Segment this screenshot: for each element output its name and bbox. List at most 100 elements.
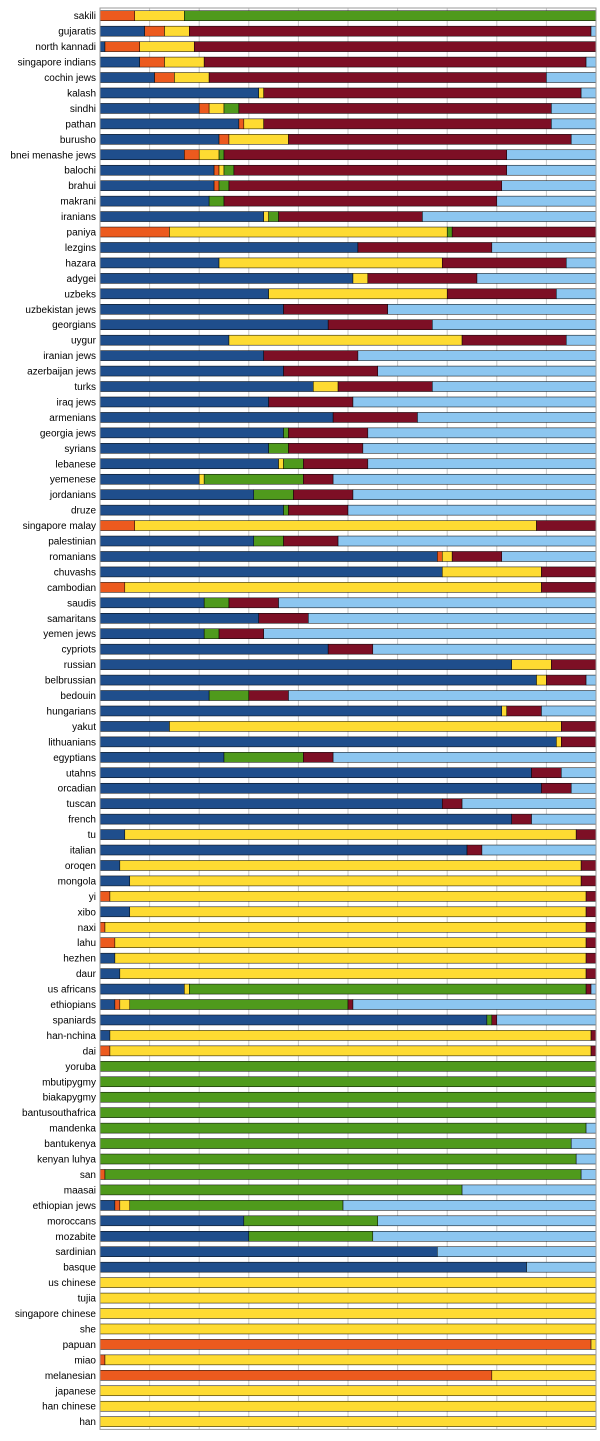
row-label: cambodian	[47, 583, 96, 594]
row-label: sindhi	[70, 104, 96, 115]
row-label: balochi	[64, 166, 96, 177]
bar-segment-c1-dark-blue	[99, 906, 131, 918]
row-label: uygur	[71, 336, 97, 347]
bar-segment-c3-yellow	[124, 582, 542, 593]
bar-segment-c1-dark-blue	[99, 381, 314, 392]
row-label: saudis	[67, 598, 96, 609]
row-label: armenians	[49, 413, 96, 424]
row-label: naxi	[78, 923, 96, 934]
row-label: yemenese	[50, 475, 97, 486]
bar-segment-c3-yellow	[174, 72, 210, 83]
row-label: paniya	[67, 228, 97, 239]
bar-segment-c5-dark-red	[441, 798, 463, 809]
bar-segment-c3-yellow	[114, 952, 587, 964]
bar-segment-c4-green	[208, 690, 250, 701]
row-label: french	[68, 815, 96, 826]
row-label: hazara	[65, 258, 96, 269]
bar-segment-c1-dark-blue	[99, 628, 205, 639]
bar-segment-c1-dark-blue	[99, 334, 230, 346]
bar-segment-c1-dark-blue	[99, 597, 205, 609]
bar-segment-c4-green	[203, 628, 220, 639]
row-label: uzbekistan jews	[25, 305, 96, 316]
row-label: cochin jews	[44, 73, 96, 84]
bar-segment-c1-dark-blue	[99, 690, 210, 701]
bar-segment-c5-dark-red	[303, 473, 334, 485]
bar-segment-c3-yellow	[114, 937, 587, 948]
bar-segment-c1-dark-blue	[99, 365, 284, 377]
bar-segment-c2-orange	[139, 56, 165, 68]
row-label: kalash	[67, 88, 96, 99]
bar-segment-c1-dark-blue	[99, 860, 121, 871]
bar-segment-c3-yellow	[590, 1339, 597, 1350]
bar-segment-c5-dark-red	[263, 118, 552, 130]
bar-segment-c3-yellow	[228, 334, 463, 346]
row-label: north kannadi	[35, 42, 96, 53]
bar-segment-c5-dark-red	[193, 41, 597, 52]
bar-segment-c2-orange	[99, 891, 111, 902]
bar-segment-c6-light-blue	[387, 304, 597, 315]
bar-segment-c5-dark-red	[561, 736, 597, 748]
bar-segment-c4-green	[189, 983, 587, 995]
bar-segment-c5-dark-red	[531, 767, 562, 779]
bar-segment-c2-orange	[213, 180, 220, 191]
bar-segment-c5-dark-red	[233, 164, 507, 176]
bar-segment-c1-dark-blue	[99, 798, 443, 809]
bar-segment-c3-yellow	[218, 257, 443, 269]
bar-segment-c6-light-blue	[432, 381, 597, 392]
row-label: pathan	[65, 119, 96, 130]
row-label: hezhen	[63, 954, 96, 965]
row-label: russian	[64, 660, 96, 671]
bar-segment-c1-dark-blue	[99, 87, 259, 99]
bar-segment-c1-dark-blue	[99, 72, 155, 83]
row-label: utahns	[66, 768, 96, 779]
bar-segment-c2-orange	[238, 118, 245, 130]
bar-segment-c6-light-blue	[491, 242, 597, 253]
row-label: han-nchina	[47, 1031, 97, 1042]
bar-segment-c6-light-blue	[352, 396, 597, 408]
bar-segment-c1-dark-blue	[99, 504, 284, 516]
bar-segment-c4-green	[243, 1215, 379, 1227]
row-label: romanians	[49, 552, 96, 563]
bar-segment-c6-light-blue	[561, 767, 597, 779]
bar-segment-c1-dark-blue	[99, 1231, 250, 1242]
bar-segment-c6-light-blue	[570, 1138, 597, 1149]
bar-segment-c2-orange	[99, 520, 135, 531]
row-label: lebanese	[55, 459, 96, 470]
row-label: mbutipygmy	[42, 1077, 96, 1088]
bar-segment-c5-dark-red	[580, 875, 597, 887]
bar-segment-c5-dark-red	[248, 690, 289, 701]
bar-segment-c4-green	[283, 458, 304, 470]
bar-segment-c6-light-blue	[551, 103, 597, 114]
bar-segment-c1-dark-blue	[99, 1030, 111, 1041]
row-label: druze	[71, 506, 96, 517]
bar-segment-c1-dark-blue	[99, 1215, 245, 1227]
bar-segment-c5-dark-red	[337, 381, 433, 392]
bar-segment-c1-dark-blue	[99, 273, 354, 284]
bar-segment-c3-yellow	[556, 736, 562, 748]
bar-segment-c4-green	[248, 1231, 374, 1242]
bar-segment-c6-light-blue	[585, 674, 597, 686]
bar-segment-c6-light-blue	[377, 1215, 597, 1227]
bar-segment-c4-green	[253, 535, 284, 547]
bar-segment-c1-dark-blue	[99, 211, 264, 222]
bar-segment-c1-dark-blue	[99, 118, 240, 130]
row-label: san	[80, 1170, 96, 1181]
bar-segment-c1-dark-blue	[99, 396, 269, 408]
bar-segment-c1-dark-blue	[99, 288, 269, 300]
bar-segment-c6-light-blue	[347, 504, 597, 516]
bar-segment-c5-dark-red	[278, 211, 423, 222]
bar-segment-c2-orange	[114, 1200, 121, 1211]
row-label: oroqen	[65, 861, 96, 872]
bar-segment-c2-orange	[99, 937, 116, 948]
bar-segment-c5-dark-red	[203, 56, 587, 68]
bar-segment-c1-dark-blue	[99, 242, 359, 253]
bar-segment-c2-orange	[99, 1370, 493, 1381]
bar-segment-c3-yellow	[119, 1200, 131, 1211]
row-label: syrians	[64, 444, 96, 455]
bar-segment-c5-dark-red	[506, 705, 542, 717]
bar-segment-c5-dark-red	[347, 999, 354, 1010]
row-label: azerbaijan jews	[27, 367, 96, 378]
bar-segment-c3-yellow	[258, 87, 264, 99]
row-label: belbrussian	[45, 676, 96, 687]
